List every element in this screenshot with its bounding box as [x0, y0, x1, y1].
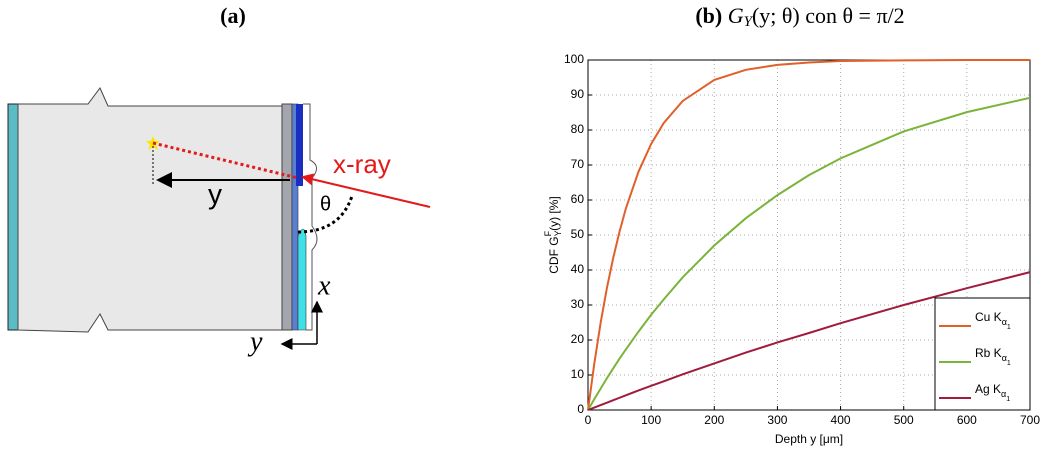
x-tick-label: 500: [894, 413, 914, 427]
angle-label: θ: [320, 193, 331, 215]
cyan-layer: [297, 228, 307, 331]
y-tick-label: 30: [571, 297, 585, 311]
outer-layer: [303, 103, 318, 331]
emission-path: [152, 141, 299, 180]
title-math-sub: Y: [744, 14, 754, 30]
y-tick-label: 70: [571, 157, 585, 171]
depth-label: y: [208, 178, 222, 209]
title-math: G: [728, 3, 744, 28]
beam: [301, 173, 431, 208]
x-tick-label: 100: [641, 413, 661, 427]
diagram: (a) x-ray y θ x y: [7, 3, 431, 357]
legend-label: Ag Kα1: [975, 382, 1010, 403]
legend-label: Cu Kα1: [975, 310, 1011, 331]
axis-x-label: x: [317, 270, 331, 301]
axis-y-label: y: [247, 326, 263, 357]
blue-layer: [291, 103, 299, 331]
legend-label: Rb Kα1: [975, 346, 1011, 367]
y-label-b: (y) [%]: [547, 196, 561, 231]
y-label-sup: F: [543, 230, 553, 236]
y-tick-label: 80: [571, 122, 585, 136]
legend-sub: α: [1002, 317, 1007, 327]
legend-subsub: 1: [1007, 324, 1011, 331]
legend-name: Rb K: [975, 346, 1002, 360]
y-label-a: CDF G: [547, 236, 561, 273]
series-line: [587, 271, 1031, 411]
plot-frame: [587, 59, 1031, 411]
title-math-rest: (y; θ) con θ = π/2: [752, 3, 905, 28]
x-tick-label: 300: [767, 413, 787, 427]
legend-subsub: 1: [1007, 360, 1011, 367]
y-tick-label: 10: [571, 367, 585, 381]
y-tick-label: 0: [577, 402, 584, 416]
y-tick-label: 20: [571, 332, 585, 346]
x-tick-label: 400: [831, 413, 851, 427]
chart-title: (b) GY(y; θ) con θ = π/2: [695, 3, 904, 30]
panel-a-title: (a): [220, 3, 246, 28]
y-label-sub: Y: [553, 230, 563, 236]
x-tick-label: 600: [957, 413, 977, 427]
series-line: [587, 59, 1030, 411]
y-tick-label: 50: [571, 227, 585, 241]
plot: 0 100 200 300 400 500 600 700 0 10 20 30 40 50 60 70 80 9…: [564, 52, 1040, 427]
y-tick-label: 40: [571, 262, 585, 276]
x-tick-label: 200: [704, 413, 724, 427]
x-tick-label: 700: [1020, 413, 1040, 427]
legend-name: Cu K: [975, 310, 1002, 324]
angle-arc: [297, 195, 354, 234]
y-axis-label: CDF GYF(y) [%]: [543, 196, 563, 274]
dark-blue-layer: [296, 104, 303, 186]
x-axis-label: Depth y [μm]: [775, 432, 843, 446]
legend-box: [934, 297, 1031, 411]
y-tick-label: 100: [564, 52, 584, 66]
legend-sub: α: [1002, 353, 1007, 363]
title-label: (b): [695, 3, 722, 28]
legend-name: Ag K: [975, 382, 1001, 396]
gray-layer: [281, 103, 293, 331]
beam-label: x-ray: [333, 149, 391, 179]
legend-sub: α: [1001, 389, 1006, 399]
left-layer: [7, 103, 19, 331]
body: [17, 87, 283, 333]
legend-subsub: 1: [1006, 396, 1010, 403]
series-line: [587, 96, 1031, 411]
y-tick-label: 60: [571, 192, 585, 206]
x-tick-label: 0: [585, 413, 592, 427]
y-tick-label: 90: [571, 87, 585, 101]
